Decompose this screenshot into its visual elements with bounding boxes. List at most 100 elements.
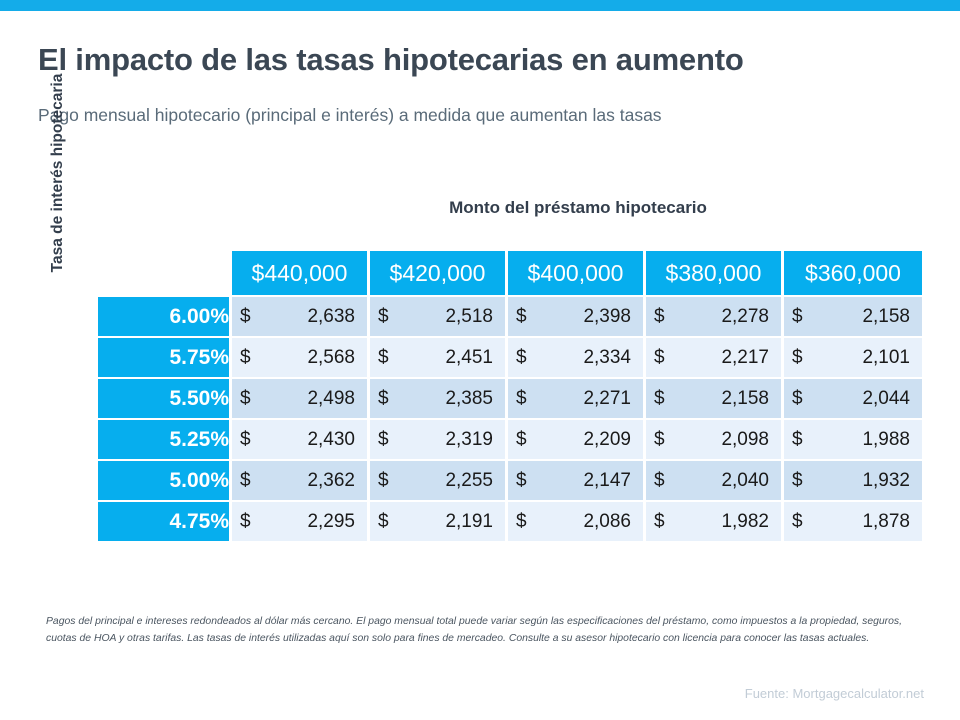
currency-symbol: $ bbox=[240, 387, 251, 409]
cell-r5-c4: $ 1,878 bbox=[784, 502, 922, 543]
row-label-4: 5.00% bbox=[98, 461, 232, 502]
cell-value: 2,334 bbox=[583, 346, 631, 368]
cell-r1-c1: $ 2,451 bbox=[370, 338, 508, 379]
cell-r5-c2: $ 2,086 bbox=[508, 502, 646, 543]
cell-r5-c0: $ 2,295 bbox=[232, 502, 370, 543]
cell-value: 2,278 bbox=[721, 305, 769, 327]
row-label-3: 5.25% bbox=[98, 420, 232, 461]
cell-r4-c4: $ 1,932 bbox=[784, 461, 922, 502]
column-header-2: $400,000 bbox=[508, 251, 646, 297]
top-accent-bar bbox=[0, 0, 960, 11]
table-header: $440,000 $420,000 $400,000 $380,000 $360… bbox=[98, 251, 922, 297]
cell-r2-c2: $ 2,271 bbox=[508, 379, 646, 420]
currency-symbol: $ bbox=[240, 305, 251, 327]
source-attribution: Fuente: Mortgagecalculator.net bbox=[744, 686, 924, 701]
cell-r4-c0: $ 2,362 bbox=[232, 461, 370, 502]
cell-r0-c1: $ 2,518 bbox=[370, 297, 508, 338]
cell-r2-c0: $ 2,498 bbox=[232, 379, 370, 420]
cell-value: 2,158 bbox=[721, 387, 769, 409]
cell-value: 2,086 bbox=[583, 510, 631, 532]
currency-symbol: $ bbox=[378, 346, 389, 368]
cell-r4-c2: $ 2,147 bbox=[508, 461, 646, 502]
cell-r3-c4: $ 1,988 bbox=[784, 420, 922, 461]
currency-symbol: $ bbox=[516, 469, 527, 491]
cell-value: 2,255 bbox=[445, 469, 493, 491]
cell-r0-c2: $ 2,398 bbox=[508, 297, 646, 338]
table-row: 4.75% $ 2,295 $ 2,191 $ 2,086 $ 1,982 $ … bbox=[98, 502, 922, 543]
cell-value: 2,209 bbox=[583, 428, 631, 450]
currency-symbol: $ bbox=[792, 428, 803, 450]
cell-value: 2,101 bbox=[862, 346, 910, 368]
cell-value: 2,518 bbox=[445, 305, 493, 327]
cell-r3-c1: $ 2,319 bbox=[370, 420, 508, 461]
table-row: 5.00% $ 2,362 $ 2,255 $ 2,147 $ 2,040 $ … bbox=[98, 461, 922, 502]
column-group-title: Monto del préstamo hipotecario bbox=[449, 198, 707, 217]
currency-symbol: $ bbox=[792, 387, 803, 409]
currency-symbol: $ bbox=[654, 305, 665, 327]
cell-r2-c4: $ 2,044 bbox=[784, 379, 922, 420]
cell-r1-c4: $ 2,101 bbox=[784, 338, 922, 379]
currency-symbol: $ bbox=[378, 510, 389, 532]
currency-symbol: $ bbox=[378, 469, 389, 491]
cell-value: 2,362 bbox=[307, 469, 355, 491]
currency-symbol: $ bbox=[516, 305, 527, 327]
column-header-3: $380,000 bbox=[646, 251, 784, 297]
header-row: $440,000 $420,000 $400,000 $380,000 $360… bbox=[98, 251, 922, 297]
table-row: 5.50% $ 2,498 $ 2,385 $ 2,271 $ 2,158 $ … bbox=[98, 379, 922, 420]
currency-symbol: $ bbox=[240, 510, 251, 532]
row-label-1: 5.75% bbox=[98, 338, 232, 379]
currency-symbol: $ bbox=[516, 510, 527, 532]
table-body: 6.00% $ 2,638 $ 2,518 $ 2,398 $ 2,278 $ … bbox=[98, 297, 922, 543]
currency-symbol: $ bbox=[240, 346, 251, 368]
cell-value: 2,271 bbox=[583, 387, 631, 409]
currency-symbol: $ bbox=[516, 387, 527, 409]
currency-symbol: $ bbox=[792, 510, 803, 532]
cell-value: 2,191 bbox=[445, 510, 493, 532]
row-label-5: 4.75% bbox=[98, 502, 232, 543]
currency-symbol: $ bbox=[792, 469, 803, 491]
cell-value: 2,638 bbox=[307, 305, 355, 327]
cell-r1-c3: $ 2,217 bbox=[646, 338, 784, 379]
cell-r1-c2: $ 2,334 bbox=[508, 338, 646, 379]
cell-value: 1,988 bbox=[862, 428, 910, 450]
cell-value: 2,098 bbox=[721, 428, 769, 450]
cell-r5-c3: $ 1,982 bbox=[646, 502, 784, 543]
cell-r4-c1: $ 2,255 bbox=[370, 461, 508, 502]
column-header-4: $360,000 bbox=[784, 251, 922, 297]
currency-symbol: $ bbox=[240, 428, 251, 450]
row-label-0: 6.00% bbox=[98, 297, 232, 338]
cell-r5-c1: $ 2,191 bbox=[370, 502, 508, 543]
cell-value: 2,385 bbox=[445, 387, 493, 409]
cell-r0-c0: $ 2,638 bbox=[232, 297, 370, 338]
cell-value: 2,430 bbox=[307, 428, 355, 450]
cell-value: 2,568 bbox=[307, 346, 355, 368]
cell-r0-c3: $ 2,278 bbox=[646, 297, 784, 338]
page-subtitle: Pago mensual hipotecario (principal e in… bbox=[38, 105, 662, 125]
cell-r4-c3: $ 2,040 bbox=[646, 461, 784, 502]
cell-value: 1,878 bbox=[862, 510, 910, 532]
currency-symbol: $ bbox=[378, 428, 389, 450]
corner-cell bbox=[98, 251, 232, 297]
cell-value: 2,498 bbox=[307, 387, 355, 409]
cell-value: 2,451 bbox=[445, 346, 493, 368]
currency-symbol: $ bbox=[654, 510, 665, 532]
cell-value: 2,295 bbox=[307, 510, 355, 532]
mortgage-payment-matrix: $440,000 $420,000 $400,000 $380,000 $360… bbox=[98, 251, 922, 543]
row-label-2: 5.50% bbox=[98, 379, 232, 420]
table-row: 6.00% $ 2,638 $ 2,518 $ 2,398 $ 2,278 $ … bbox=[98, 297, 922, 338]
currency-symbol: $ bbox=[654, 387, 665, 409]
cell-r3-c2: $ 2,209 bbox=[508, 420, 646, 461]
currency-symbol: $ bbox=[378, 305, 389, 327]
currency-symbol: $ bbox=[654, 428, 665, 450]
cell-value: 2,217 bbox=[721, 346, 769, 368]
cell-value: 2,040 bbox=[721, 469, 769, 491]
row-group-title: Tasa de interés hipotecaria bbox=[49, 73, 66, 273]
cell-r3-c3: $ 2,098 bbox=[646, 420, 784, 461]
table-row: 5.75% $ 2,568 $ 2,451 $ 2,334 $ 2,217 $ … bbox=[98, 338, 922, 379]
cell-value: 2,319 bbox=[445, 428, 493, 450]
currency-symbol: $ bbox=[240, 469, 251, 491]
currency-symbol: $ bbox=[792, 305, 803, 327]
cell-value: 2,158 bbox=[862, 305, 910, 327]
table-row: 5.25% $ 2,430 $ 2,319 $ 2,209 $ 2,098 $ … bbox=[98, 420, 922, 461]
cell-value: 2,398 bbox=[583, 305, 631, 327]
